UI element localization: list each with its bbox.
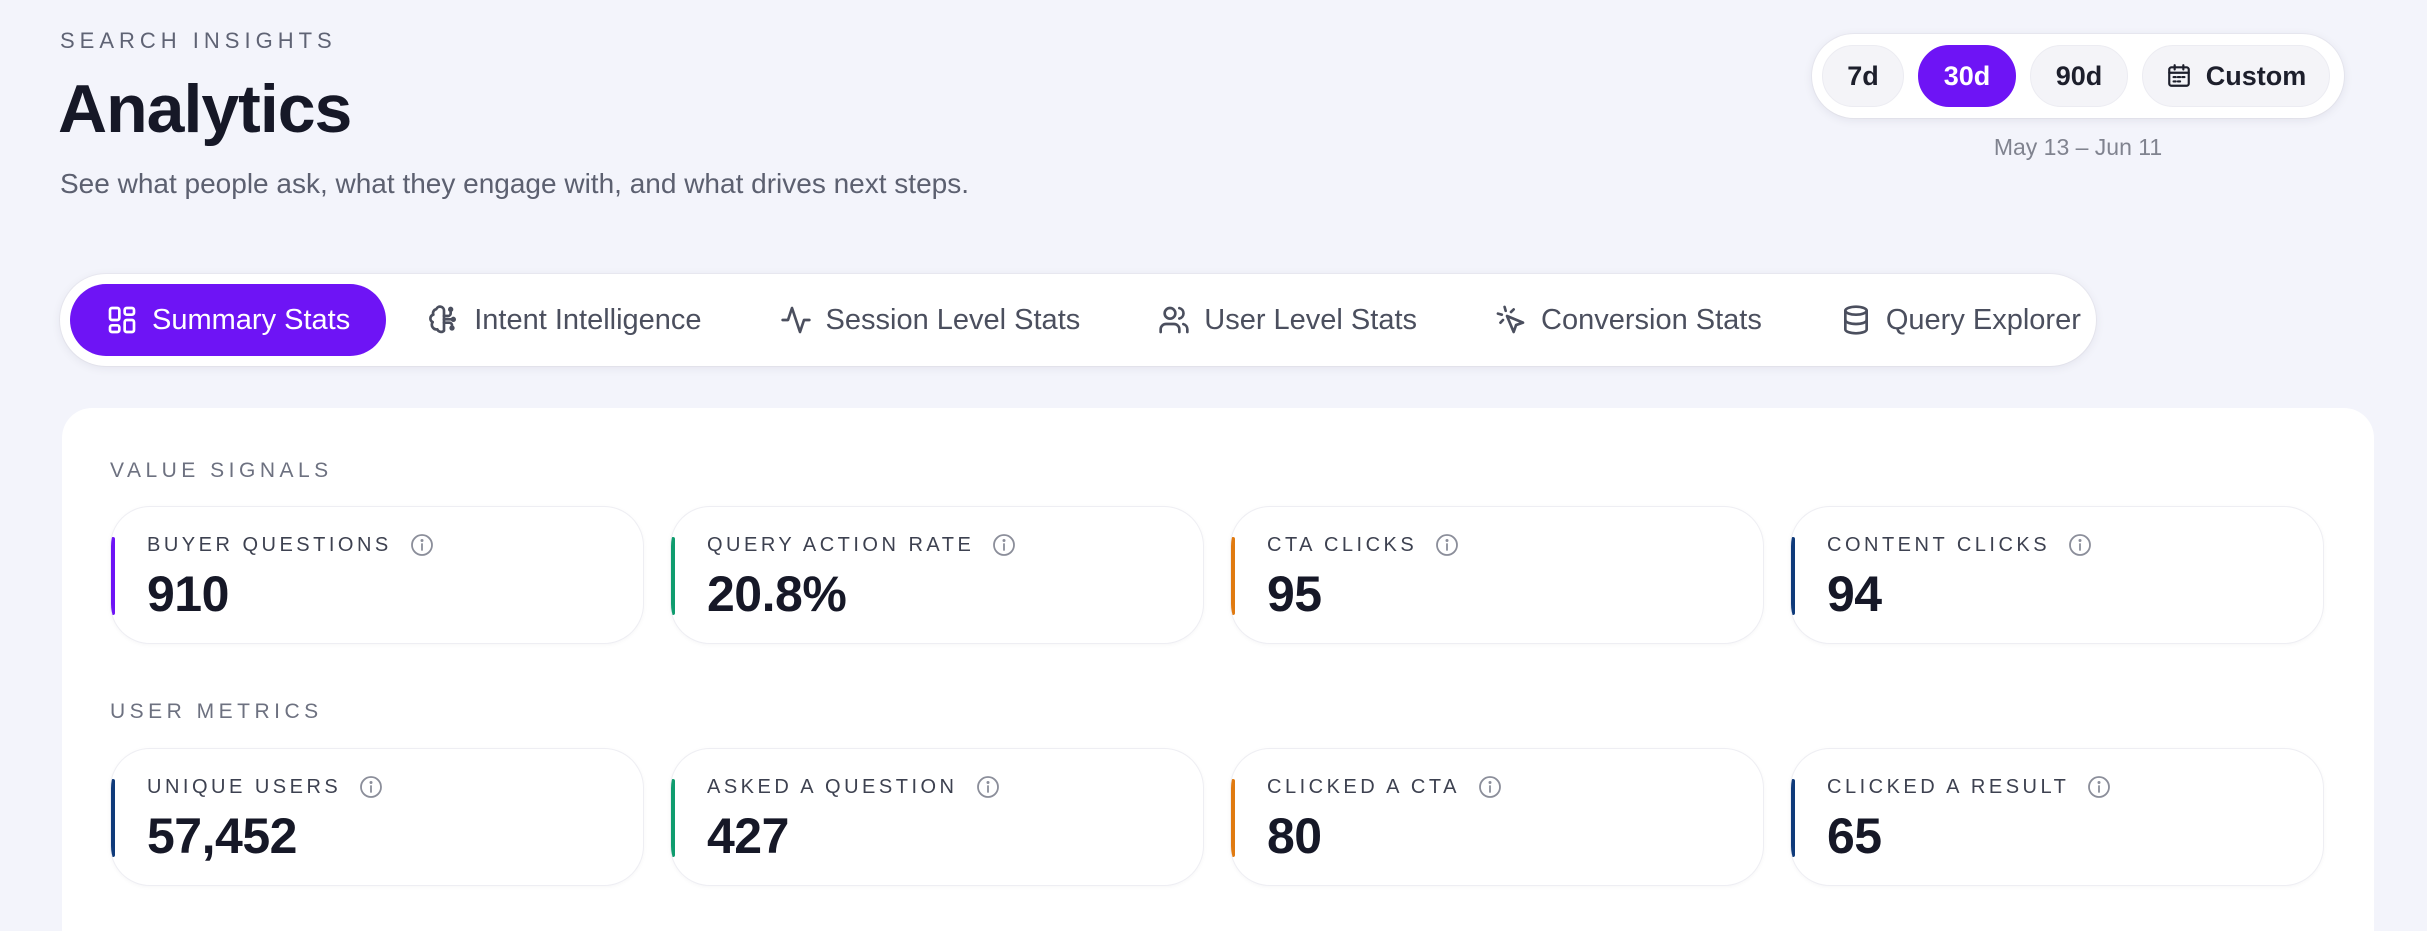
users-icon bbox=[1159, 306, 1189, 334]
card-accent bbox=[671, 537, 675, 615]
card-accent bbox=[111, 537, 115, 615]
range-90d-button[interactable]: 90d bbox=[2030, 45, 2128, 107]
stat-card-asked-a-question: ASKED A QUESTION 427 bbox=[670, 748, 1204, 886]
range-7d-button[interactable]: 7d bbox=[1822, 45, 1904, 107]
section-label-user-metrics: USER METRICS bbox=[110, 700, 323, 723]
card-accent bbox=[1231, 779, 1235, 857]
tab-label: Summary Stats bbox=[152, 303, 351, 336]
pointer-click-icon bbox=[1496, 305, 1525, 334]
page-title: Analytics bbox=[58, 71, 352, 147]
tab-label: Conversion Stats bbox=[1541, 303, 1762, 336]
tab-label: Intent Intelligence bbox=[474, 303, 702, 336]
card-label-row: QUERY ACTION RATE bbox=[707, 533, 1016, 557]
stat-card-clicked-a-result: CLICKED A RESULT 65 bbox=[1790, 748, 2324, 886]
card-label-row: ASKED A QUESTION bbox=[707, 775, 1000, 799]
page-eyebrow: SEARCH INSIGHTS bbox=[60, 28, 337, 53]
tab-summary-stats[interactable]: Summary Stats bbox=[70, 284, 387, 356]
card-label-row: UNIQUE USERS bbox=[147, 775, 383, 799]
card-accent bbox=[1231, 537, 1235, 615]
info-icon[interactable] bbox=[992, 533, 1016, 557]
card-label: ASKED A QUESTION bbox=[707, 775, 958, 798]
card-value: 94 bbox=[1827, 566, 1882, 622]
card-accent bbox=[1791, 537, 1795, 615]
card-value: 80 bbox=[1267, 808, 1322, 864]
tab-label: Session Level Stats bbox=[825, 303, 1081, 336]
tab-label: Query Explorer bbox=[1885, 303, 2081, 336]
page-subtitle: See what people ask, what they engage wi… bbox=[60, 168, 970, 199]
card-accent bbox=[671, 779, 675, 857]
card-value: 427 bbox=[707, 808, 789, 864]
stat-card-buyer-questions: BUYER QUESTIONS 910 bbox=[110, 506, 644, 644]
database-icon bbox=[1843, 305, 1868, 335]
info-icon[interactable] bbox=[410, 533, 434, 557]
card-label-row: CTA CLICKS bbox=[1267, 533, 1459, 557]
tab-intent-intelligence[interactable]: Intent Intelligence bbox=[392, 284, 737, 356]
stat-card-query-action-rate: QUERY ACTION RATE 20.8% bbox=[670, 506, 1204, 644]
activity-icon bbox=[780, 306, 811, 334]
info-icon[interactable] bbox=[976, 775, 1000, 799]
brain-icon bbox=[429, 305, 457, 334]
tab-query-explorer[interactable]: Query Explorer bbox=[1804, 284, 2117, 356]
tab-label: User Level Stats bbox=[1204, 303, 1418, 336]
info-icon[interactable] bbox=[1478, 775, 1502, 799]
range-custom-label: Custom bbox=[2205, 60, 2307, 91]
card-label: UNIQUE USERS bbox=[147, 775, 342, 798]
card-value: 65 bbox=[1827, 808, 1882, 864]
grid-icon bbox=[108, 306, 136, 334]
card-label-row: CONTENT CLICKS bbox=[1827, 533, 2092, 557]
card-value: 20.8% bbox=[707, 566, 847, 622]
info-icon[interactable] bbox=[2068, 533, 2092, 557]
tab-session-level-stats[interactable]: Session Level Stats bbox=[744, 284, 1117, 356]
card-label: CTA CLICKS bbox=[1267, 533, 1418, 556]
stat-card-cta-clicks: CTA CLICKS 95 bbox=[1230, 506, 1764, 644]
info-icon[interactable] bbox=[1435, 533, 1459, 557]
card-label-row: BUYER QUESTIONS bbox=[147, 533, 434, 557]
tab-bar: Summary Stats Intent Intelligence Sessio… bbox=[60, 274, 2096, 366]
card-value: 95 bbox=[1267, 566, 1322, 622]
calendar-icon bbox=[2167, 64, 2190, 87]
stat-card-unique-users: UNIQUE USERS 57,452 bbox=[110, 748, 644, 886]
card-label: CLICKED A CTA bbox=[1267, 775, 1460, 798]
card-label: BUYER QUESTIONS bbox=[147, 533, 392, 556]
card-value: 910 bbox=[147, 566, 229, 622]
card-value: 57,452 bbox=[147, 808, 297, 864]
card-label: QUERY ACTION RATE bbox=[707, 533, 975, 556]
card-accent bbox=[111, 779, 115, 857]
card-label: CLICKED A RESULT bbox=[1827, 775, 2070, 798]
card-label: CONTENT CLICKS bbox=[1827, 533, 2051, 556]
date-range-selector: 7d 30d 90d Custom bbox=[1812, 34, 2344, 118]
info-icon[interactable] bbox=[359, 775, 383, 799]
date-range-text: May 13 – Jun 11 bbox=[1993, 134, 2163, 160]
tab-user-level-stats[interactable]: User Level Stats bbox=[1122, 284, 1453, 356]
section-label-value-signals: VALUE SIGNALS bbox=[110, 459, 333, 482]
info-icon[interactable] bbox=[2087, 775, 2111, 799]
card-label-row: CLICKED A RESULT bbox=[1827, 775, 2111, 799]
range-custom-button[interactable]: Custom bbox=[2142, 45, 2330, 107]
card-label-row: CLICKED A CTA bbox=[1267, 775, 1502, 799]
card-accent bbox=[1791, 779, 1795, 857]
stat-card-clicked-a-cta: CLICKED A CTA 80 bbox=[1230, 748, 1764, 886]
range-30d-button[interactable]: 30d bbox=[1918, 45, 2016, 107]
stat-card-content-clicks: CONTENT CLICKS 94 bbox=[1790, 506, 2324, 644]
tab-conversion-stats[interactable]: Conversion Stats bbox=[1459, 284, 1798, 356]
